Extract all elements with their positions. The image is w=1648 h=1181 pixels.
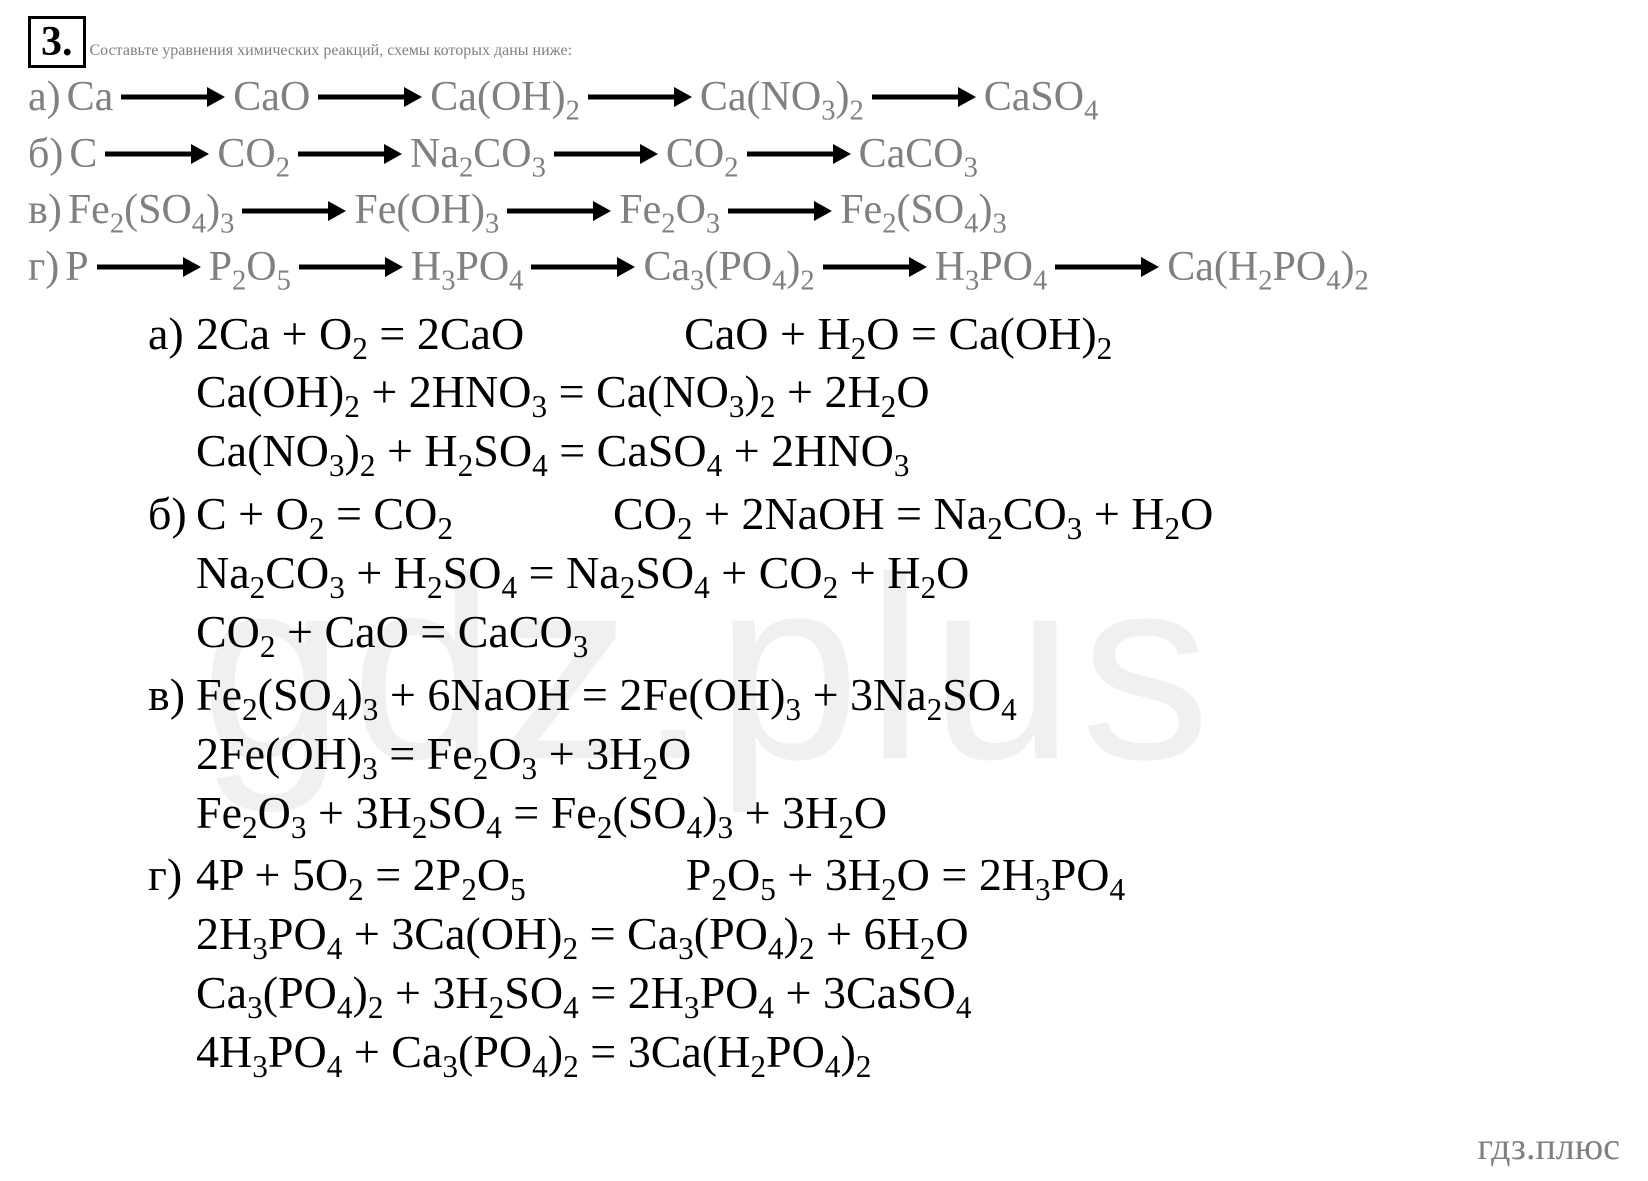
- formula: Fe(OH)3: [354, 183, 499, 238]
- formula: Ca3(PO4)2: [643, 240, 814, 295]
- answer-line: Ca3(PO4)2 + 3H2SO4 = 2H3PO4 + 3CaSO4: [148, 964, 1620, 1023]
- arrow-icon: [316, 84, 424, 110]
- formula: H3PO4: [935, 240, 1048, 295]
- arrow-icon: [745, 141, 853, 167]
- answer-label: г): [148, 846, 196, 905]
- part-label: в): [28, 183, 62, 238]
- chain-d: г)P P2O5 H3PO4 Ca3(PO4)2 H3PO4 Ca(H2PO4)…: [28, 240, 1620, 295]
- question-number-box: 3.: [28, 16, 86, 68]
- equation: Ca3(PO4)2 + 3H2SO4 = 2H3PO4 + 3CaSO4: [196, 967, 972, 1018]
- equation: Na2CO3 + H2SO4 = Na2SO4 + CO2 + H2O: [196, 547, 969, 598]
- answers: а)2Ca + O2 = 2CaO CaO + H2O = Ca(OH)2 Ca(O…: [28, 305, 1620, 1082]
- formula: Fe2(SO4)3: [840, 183, 1007, 238]
- equation: C + O2 = CO2: [196, 488, 453, 539]
- answer-c: в)Fe2(SO4)3 + 6NaOH = 2Fe(OH)3 + 3Na2SO4…: [148, 666, 1620, 843]
- equation: CaO + H2O = Ca(OH)2: [684, 308, 1112, 359]
- arrow-icon: [1053, 254, 1161, 280]
- answer-line: CO2 + CaO = CaCO3: [148, 603, 1620, 662]
- task-row: 3. Составьте уравнения химических реакци…: [28, 16, 1620, 68]
- part-label: б): [28, 127, 63, 182]
- equation: 2H3PO4 + 3Ca(OH)2 = Ca3(PO4)2 + 6H2O: [196, 908, 969, 959]
- equation: Fe2(SO4)3 + 6NaOH = 2Fe(OH)3 + 3Na2SO4: [196, 669, 1017, 720]
- part-label: а): [28, 70, 61, 125]
- formula: Ca: [67, 70, 114, 125]
- answer-line: Ca(NO3)2 + H2SO4 = CaSO4 + 2HNO3: [148, 422, 1620, 481]
- equation: CO2 + CaO = CaCO3: [196, 606, 588, 657]
- arrow-icon: [552, 141, 660, 167]
- answer-label: а): [148, 305, 196, 364]
- equation: Ca(OH)2 + 2HNO3 = Ca(NO3)2 + 2H2O: [196, 366, 930, 417]
- equation: CO2 + 2NaOH = Na2CO3 + H2O: [613, 488, 1213, 539]
- formula: Na2CO3: [410, 127, 546, 182]
- answer-label: б): [148, 485, 196, 544]
- footer: гдз.плюс: [1477, 1125, 1620, 1169]
- formula: CaCO3: [859, 127, 978, 182]
- chain-c: в)Fe2(SO4)3 Fe(OH)3 Fe2O3 Fe2(SO4)3: [28, 183, 1620, 238]
- arrow-icon: [119, 84, 227, 110]
- formula: Ca(H2PO4)2: [1167, 240, 1369, 295]
- answer-line: б)C + O2 = CO2 CO2 + 2NaOH = Na2CO3 + H2O: [148, 485, 1620, 544]
- answer-line: г)4P + 5O2 = 2P2O5 P2O5 + 3H2O = 2H3PO4: [148, 846, 1620, 905]
- arrow-icon: [297, 254, 405, 280]
- task-text: Составьте уравнения химических реакций, …: [90, 42, 573, 60]
- answer-line: в)Fe2(SO4)3 + 6NaOH = 2Fe(OH)3 + 3Na2SO4: [148, 666, 1620, 725]
- equation: 4P + 5O2 = 2P2O5: [196, 849, 526, 900]
- formula: Ca(OH)2: [430, 70, 580, 125]
- formula: CaSO4: [984, 70, 1099, 125]
- chain-b: б)C CO2 Na2CO3 CO2 CaCO3: [28, 127, 1620, 182]
- arrow-icon: [821, 254, 929, 280]
- answer-line: 4H3PO4 + Ca3(PO4)2 = 3Ca(H2PO4)2: [148, 1023, 1620, 1082]
- formula: P: [65, 240, 88, 295]
- arrow-icon: [505, 198, 613, 224]
- equation: Fe2O3 + 3H2SO4 = Fe2(SO4)3 + 3H2O: [196, 787, 887, 838]
- answer-line: Ca(OH)2 + 2HNO3 = Ca(NO3)2 + 2H2O: [148, 363, 1620, 422]
- arrow-icon: [240, 198, 348, 224]
- part-label: г): [28, 240, 59, 295]
- equation: Ca(NO3)2 + H2SO4 = CaSO4 + 2HNO3: [196, 425, 909, 476]
- arrow-icon: [103, 141, 211, 167]
- formula: C: [69, 127, 97, 182]
- formula: P2O5: [209, 240, 291, 295]
- answer-line: 2Fe(OH)3 = Fe2O3 + 3H2O: [148, 725, 1620, 784]
- answer-label: в): [148, 666, 196, 725]
- arrow-icon: [586, 84, 694, 110]
- formula: CaO: [233, 70, 310, 125]
- formula: Fe2O3: [619, 183, 720, 238]
- equation: 2Ca + O2 = 2CaO: [196, 308, 524, 359]
- equation: 4H3PO4 + Ca3(PO4)2 = 3Ca(H2PO4)2: [196, 1026, 871, 1077]
- arrow-icon: [870, 84, 978, 110]
- answer-d: г)4P + 5O2 = 2P2O5 P2O5 + 3H2O = 2H3PO4 2H…: [148, 846, 1620, 1082]
- page: 3. Составьте уравнения химических реакци…: [0, 0, 1648, 1098]
- equation: P2O5 + 3H2O = 2H3PO4: [686, 849, 1125, 900]
- chain-a: а)Ca CaO Ca(OH)2 Ca(NO3)2 CaSO4: [28, 70, 1620, 125]
- formula: Fe2(SO4)3: [68, 183, 235, 238]
- equation: 2Fe(OH)3 = Fe2O3 + 3H2O: [196, 728, 691, 779]
- formula: CO2: [217, 127, 290, 182]
- formula: Ca(NO3)2: [700, 70, 864, 125]
- arrow-icon: [95, 254, 203, 280]
- answer-b: б)C + O2 = CO2 CO2 + 2NaOH = Na2CO3 + H2O…: [148, 485, 1620, 662]
- answer-a: а)2Ca + O2 = 2CaO CaO + H2O = Ca(OH)2 Ca(O…: [148, 305, 1620, 482]
- arrow-icon: [296, 141, 404, 167]
- arrow-icon: [726, 198, 834, 224]
- arrow-icon: [529, 254, 637, 280]
- answer-line: Na2CO3 + H2SO4 = Na2SO4 + CO2 + H2O: [148, 544, 1620, 603]
- formula: CO2: [666, 127, 739, 182]
- answer-line: а)2Ca + O2 = 2CaO CaO + H2O = Ca(OH)2: [148, 305, 1620, 364]
- answer-line: Fe2O3 + 3H2SO4 = Fe2(SO4)3 + 3H2O: [148, 784, 1620, 843]
- formula: H3PO4: [411, 240, 524, 295]
- answer-line: 2H3PO4 + 3Ca(OH)2 = Ca3(PO4)2 + 6H2O: [148, 905, 1620, 964]
